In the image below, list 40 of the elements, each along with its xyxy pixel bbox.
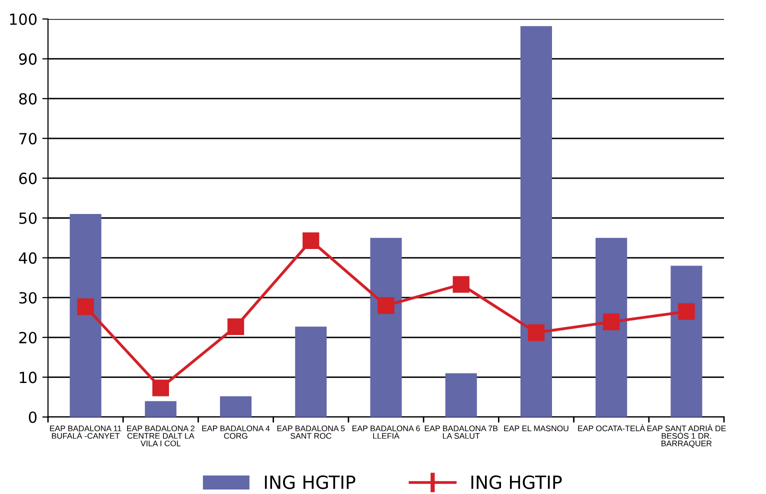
y-tick-label: 80 <box>19 93 37 105</box>
bar <box>370 238 402 417</box>
y-tick-label: 90 <box>19 53 37 65</box>
y-tick-label: 70 <box>19 132 37 144</box>
y-tick-label: 0 <box>28 411 37 424</box>
point <box>528 324 545 341</box>
point <box>678 303 695 320</box>
bar <box>220 396 252 417</box>
y-tick-label: 20 <box>19 332 37 344</box>
bar <box>445 373 477 417</box>
legend-label: ING HGTIP <box>471 475 562 490</box>
y-tick-label: 40 <box>18 252 37 264</box>
x-tick-label: EAP EL MASNOU <box>504 426 568 432</box>
x-tick-label: EAP BADALONA 7B LA SALUT <box>424 426 498 439</box>
bar <box>520 26 552 417</box>
point <box>152 380 169 396</box>
y-tick-label: 60 <box>19 172 37 184</box>
bar <box>670 266 702 417</box>
point <box>452 276 470 293</box>
x-tick-label: EAP SANT ADRIÀ DE BESÒS 1 DR. BARRAQUER <box>647 424 726 448</box>
x-tick-label: EAP BADALONA 6 LLEFIÀ <box>352 426 420 439</box>
y-tick-label: 30 <box>19 292 37 304</box>
point <box>302 232 320 250</box>
x-tick-label: EAP BADALONA 5 SANT ROC <box>277 426 345 439</box>
x-tick-label: EAP BADALONA 11 BUFALÀ -CANYET <box>50 426 122 439</box>
x-tick-label: EAP BADALONA 4 CORG <box>202 426 270 439</box>
x-tick-label: EAP OCATA-TELÀ <box>578 424 646 432</box>
point <box>77 298 94 316</box>
legend-label: ING HGTIP <box>264 475 356 490</box>
y-tick-label: 100 <box>10 13 37 26</box>
bar <box>295 326 327 417</box>
point <box>378 297 394 314</box>
bar <box>70 214 102 417</box>
y-tick-label: 50 <box>19 212 37 224</box>
bar <box>144 401 176 417</box>
point <box>603 314 620 330</box>
point <box>227 318 244 335</box>
bar <box>596 238 628 417</box>
x-tick-label: EAP BADALONA 2 CENTRE DALT LA VILA I COL <box>127 426 194 446</box>
y-tick-label: 10 <box>20 372 37 384</box>
